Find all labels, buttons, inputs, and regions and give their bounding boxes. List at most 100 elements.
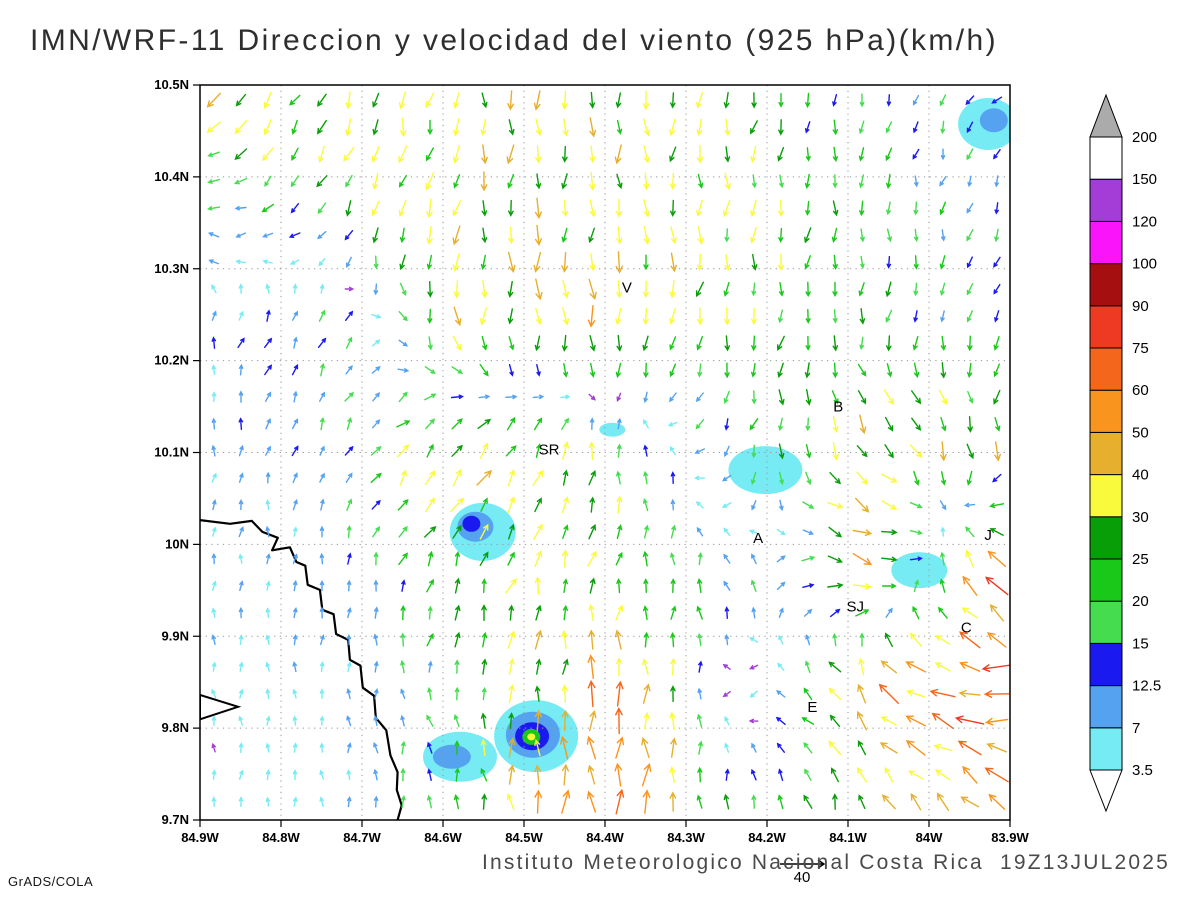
wind-arrow [238, 417, 244, 430]
wind-arrow [319, 579, 325, 592]
wind-arrow [425, 92, 435, 109]
wind-arrow [881, 529, 898, 535]
x-axis-tick-label: 84.4W [586, 830, 624, 845]
wind-arrow [211, 769, 217, 780]
wind-arrow [724, 146, 731, 163]
wind-arrow [670, 471, 676, 484]
wind-arrow [206, 121, 221, 133]
wind-arrow [587, 679, 596, 708]
wind-arrow [452, 145, 460, 164]
wind-arrow [885, 309, 893, 324]
wind-arrow [291, 363, 299, 376]
wind-arrow [724, 715, 730, 726]
wind-arrow [751, 174, 757, 189]
wind-arrow [481, 227, 488, 244]
wind-arrow [346, 416, 353, 431]
wind-arrow [507, 308, 514, 325]
wind-arrow [211, 661, 217, 672]
wind-arrow [479, 523, 489, 540]
wind-arrow [535, 443, 542, 458]
wind-arrow [481, 92, 488, 109]
colorbar-tick-label: 150 [1132, 171, 1157, 188]
wind-arrow [293, 607, 298, 619]
wind-arrow [292, 579, 298, 592]
colorbar-tick-label: 60 [1132, 382, 1149, 399]
wind-arrow [616, 657, 623, 676]
wind-arrow [400, 632, 406, 647]
colorbar-band [1089, 642, 1123, 687]
wind-arrow [962, 575, 978, 596]
wind-arrow [616, 524, 623, 540]
wind-arrow [588, 604, 595, 622]
wind-arrow [508, 226, 515, 245]
wind-arrow [643, 605, 649, 621]
wind-arrow [913, 282, 919, 297]
wind-arrow [751, 363, 757, 378]
wind-arrow [832, 146, 838, 163]
wind-arrow [479, 363, 489, 377]
wind-arrow [561, 684, 568, 704]
wind-arrow [398, 552, 409, 566]
wind-arrow [319, 688, 325, 699]
wind-arrow [644, 524, 649, 539]
wind-arrow [453, 174, 461, 189]
wind-arrow [965, 549, 975, 568]
wind-arrow [643, 362, 649, 379]
wind-arrow [508, 336, 515, 351]
wind-arrow [454, 604, 461, 621]
wind-arrow [669, 172, 676, 191]
wind-arrow [832, 174, 838, 189]
wind-arrow [670, 657, 677, 676]
colorbar-tick-label: 30 [1132, 509, 1149, 526]
wind-arrow [401, 795, 406, 809]
wind-arrow [319, 769, 324, 780]
wind-arrow [396, 420, 411, 428]
wind-arrow [909, 632, 922, 647]
wind-arrow [670, 252, 677, 273]
wind-arrow [696, 92, 704, 109]
wind-arrow [345, 200, 352, 217]
wind-arrow [832, 119, 838, 136]
wind-arrow [288, 232, 301, 238]
wind-arrow [319, 525, 325, 538]
wind-arrow [233, 177, 248, 185]
wind-arrow [238, 472, 244, 483]
wind-arrow [777, 335, 785, 351]
wind-arrow [372, 392, 381, 402]
wind-arrow [852, 553, 873, 566]
wind-arrow [399, 117, 407, 138]
wind-arrow [346, 524, 352, 539]
wind-arrow [508, 658, 515, 676]
wind-arrow [884, 444, 894, 459]
wind-arrow [828, 687, 842, 700]
wind-arrow [802, 583, 815, 588]
wind-arrow [884, 416, 894, 432]
wind-arrow [535, 658, 542, 675]
wind-arrow [698, 740, 703, 755]
wind-arrow [984, 767, 1009, 783]
wind-arrow [985, 576, 1009, 596]
wind-arrow [534, 738, 541, 757]
wind-arrow [723, 553, 731, 564]
wind-arrow [535, 145, 542, 164]
wind-arrow [724, 742, 730, 753]
wind-arrow [290, 175, 300, 188]
wind-arrow [858, 282, 865, 297]
wind-arrow [991, 96, 1003, 104]
wind-arrow [453, 118, 460, 137]
wind-arrow [586, 790, 597, 813]
wind-arrow [960, 796, 980, 808]
wind-arrow [399, 227, 406, 244]
wind-arrow [589, 577, 596, 594]
wind-arrow [886, 255, 892, 269]
wind-arrow [987, 550, 1007, 568]
wind-arrow [290, 203, 300, 214]
wind-arrow [291, 119, 298, 135]
wind-arrow [451, 366, 464, 374]
wind-arrow [211, 742, 216, 753]
wind-arrow [695, 392, 704, 403]
wind-arrow [452, 225, 461, 246]
wind-arrow [238, 363, 244, 376]
wind-arrow [535, 307, 542, 326]
wind-arrow [881, 473, 898, 483]
